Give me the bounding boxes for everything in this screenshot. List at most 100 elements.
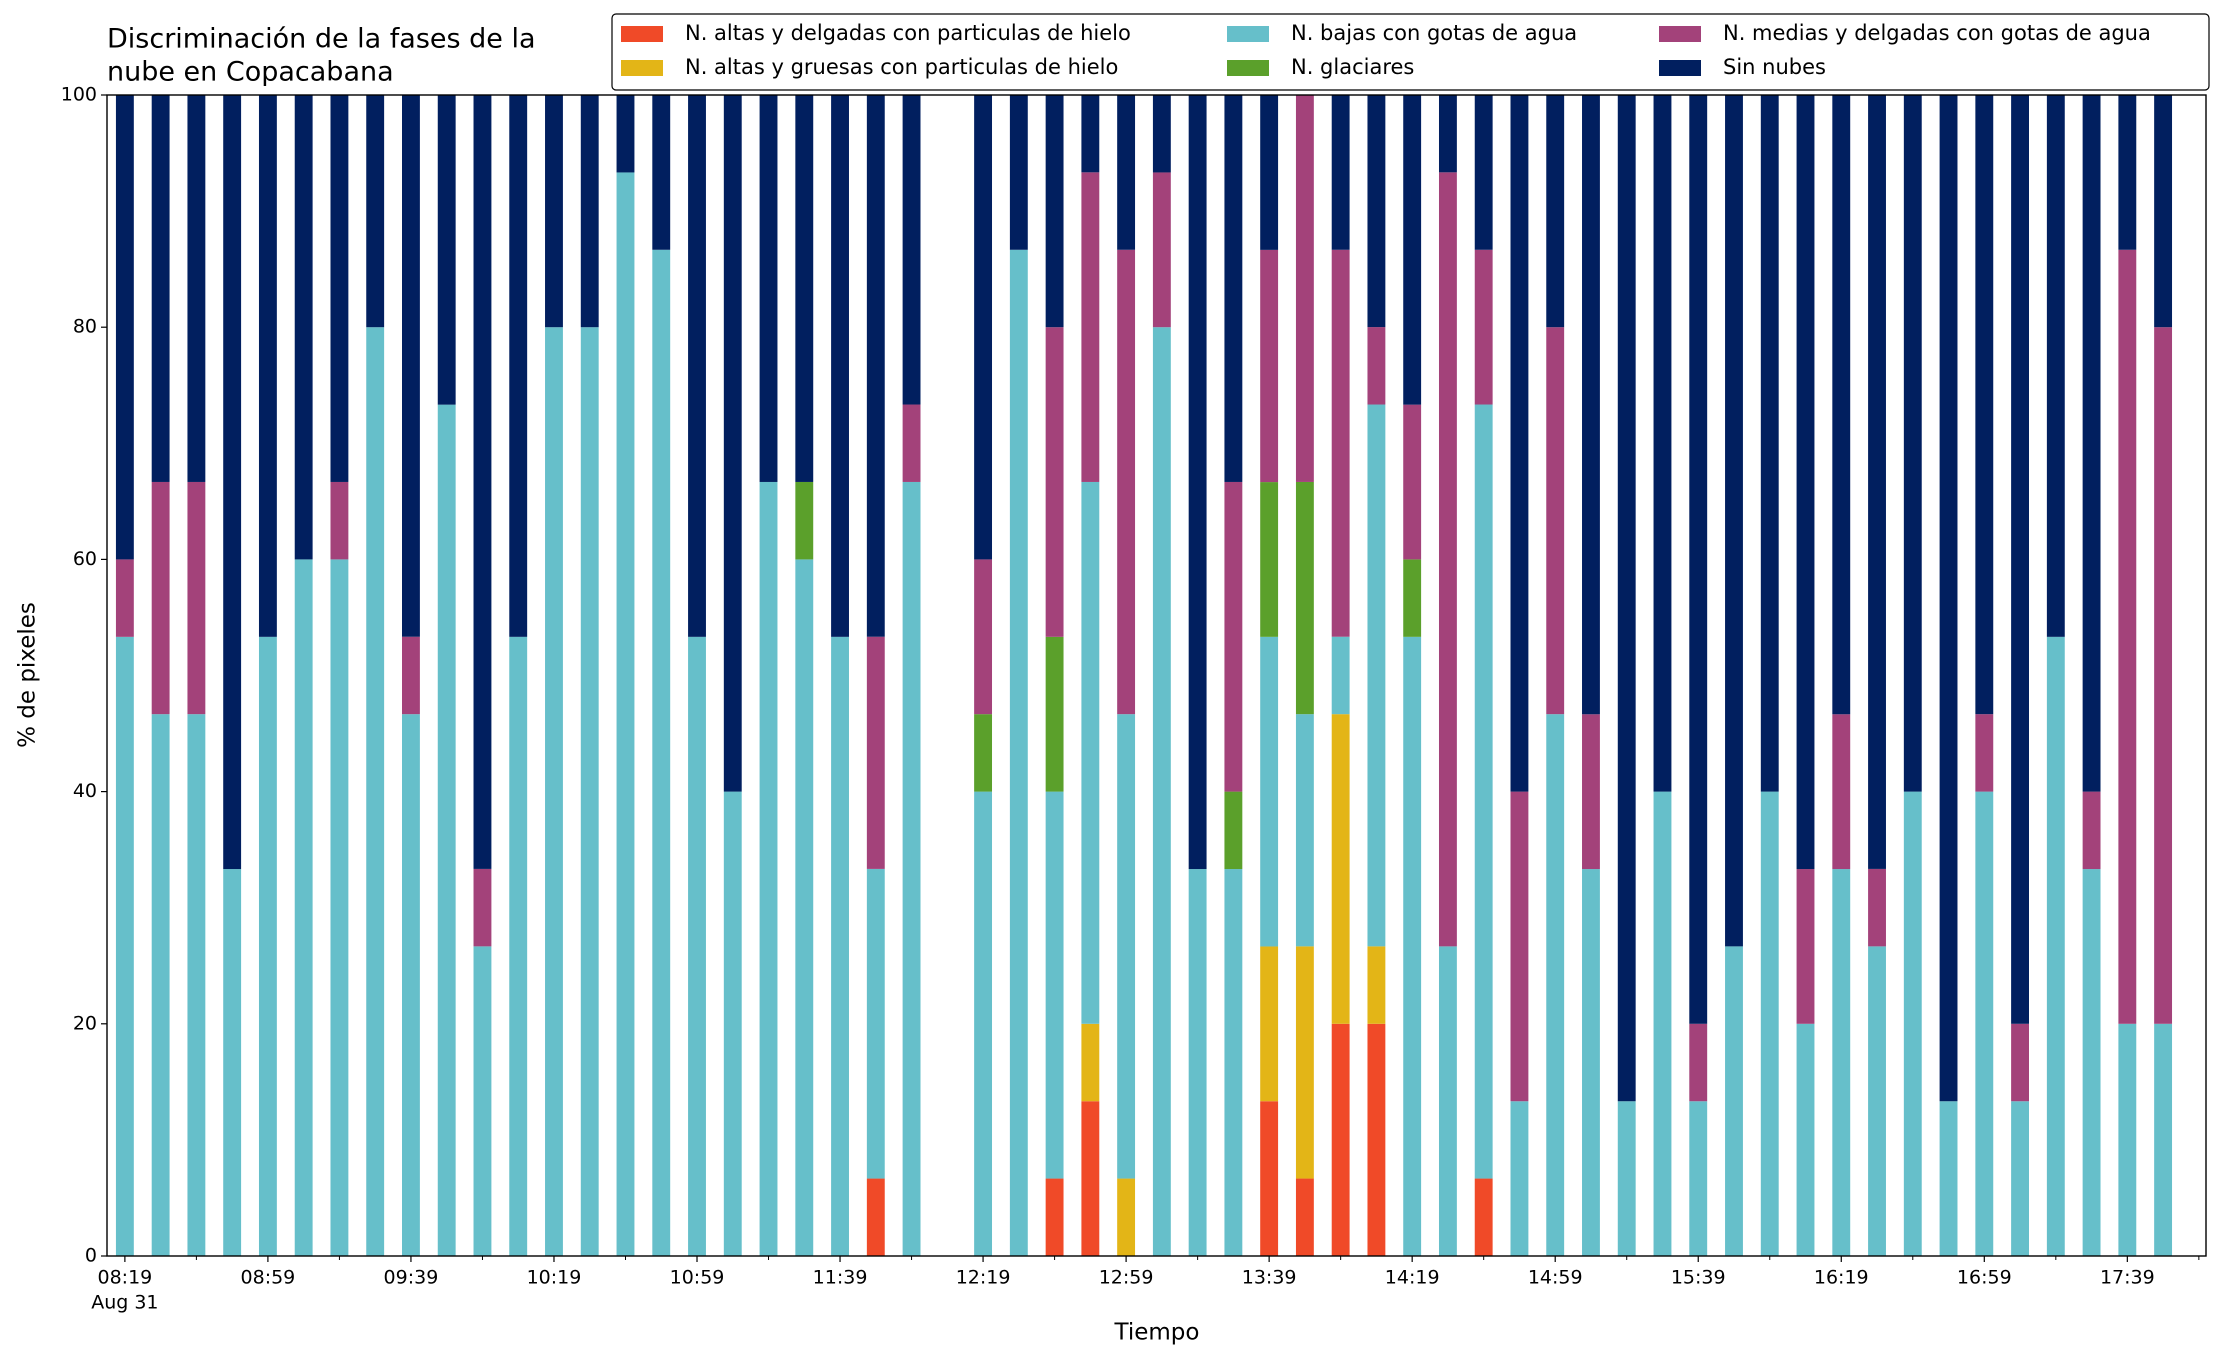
bar-segment [223,95,242,870]
bar-segment [294,559,313,1256]
x-tick-label: 09:39 [384,1267,439,1289]
legend-label: N. altas y gruesas con particulas de hie… [685,55,1118,79]
bar-segment [1868,868,1886,947]
bar-segment [1975,714,1994,792]
bar-segment [1582,869,1600,1256]
bar-segment [187,714,206,1256]
bar-segment [1546,327,1565,715]
bar-segment [2118,1023,2137,1256]
bar-segment [1224,481,1243,792]
bar-segment [1045,1178,1064,1256]
bar-segment [1260,636,1279,947]
bar-segment [115,559,134,637]
x-tick-label: 14:59 [1528,1267,1583,1289]
bar-segment [1546,714,1565,1256]
bar-segment [1403,95,1422,405]
bar-segment [1403,636,1422,1256]
x-tick-label: 10:19 [527,1267,582,1289]
bar-segment [652,249,671,1257]
legend-label: N. bajas con gotas de agua [1291,21,1577,45]
bar-segment [1081,1023,1100,1102]
bar-segment [723,95,742,792]
bar-segment [688,95,706,637]
bar-segment [1689,95,1708,1024]
bar-segment [1295,481,1314,715]
bar-segment [437,404,456,1257]
bar-segment [831,95,849,637]
bar-segment [258,95,277,637]
bar-segment [723,791,742,1256]
bar-segment [1653,791,1672,1256]
bar-segment [2082,869,2101,1256]
bar-segment [1582,95,1600,715]
bar-segment [2046,636,2065,1256]
bar-segment [866,94,885,637]
bar-segment [115,95,134,560]
bar-segment [1832,869,1851,1256]
bar-segment [974,559,993,715]
bar-segment [1510,95,1529,792]
chart-title: Discriminación de la fases de la [107,24,536,55]
y-tick-label: 60 [73,548,97,570]
y-tick-label: 20 [73,1012,97,1034]
bar-segment [1725,946,1743,1256]
bar-segment [1009,249,1028,1257]
bar-segment [1474,249,1493,405]
legend-swatch [1659,26,1701,42]
bar-segment [151,714,170,1256]
bar-segment [1117,249,1136,715]
x-date-label: Aug 31 [91,1292,158,1314]
bar-segment [902,94,921,405]
bar-segment [1474,95,1493,250]
bar-segment [616,172,635,1256]
legend-swatch [621,60,663,76]
bar-segment [1081,94,1100,173]
bar-segment [1796,869,1815,1024]
bar-segment [1152,95,1171,173]
bar-segment [1689,1023,1708,1102]
bar-segment [580,95,599,328]
legend-label: N. medias y delgadas con gotas de agua [1723,21,2151,45]
bar-segment [1832,95,1851,715]
bar-segment [1832,714,1851,870]
legend: N. altas y delgadas con particulas de hi… [611,13,2210,91]
bar-segment [187,95,206,482]
x-axis-label: Tiempo [1114,1320,1200,1346]
bar-segment [545,327,563,1256]
bar-segment [1224,791,1243,870]
bar-segment [1295,946,1314,1179]
bar-segment [1367,946,1386,1024]
bar-segment [1367,1023,1386,1256]
bar-segment [831,636,849,1256]
bar-segment [1260,946,1279,1102]
bar-segment [473,868,492,947]
bar-segment [1045,95,1064,328]
bar-segment [1295,714,1314,947]
bar-segment [2011,95,2029,1024]
bar-segment [1045,791,1064,1179]
legend-label: N. altas y delgadas con particulas de hi… [685,21,1131,45]
bar-segment [151,95,170,482]
chart-title: nube en Copacabana [107,57,394,88]
bar-segment [759,481,778,1256]
bar-segment [151,481,170,715]
legend-label: N. glaciares [1291,55,1414,79]
bar-segment [1903,95,1922,792]
bar-segment [866,868,885,1179]
bar-segment [974,714,993,792]
bar-segment [1260,1101,1279,1256]
bar-segment [1546,95,1565,328]
bar-segment [1224,869,1243,1256]
bar-segment [115,636,134,1256]
bar-segment [473,946,492,1256]
bar-segment [223,869,242,1256]
bar-segment [2011,1101,2029,1256]
bar-segment [1045,636,1064,792]
bar-segment [1617,95,1636,1102]
bar-segment [1367,94,1386,328]
bar-segment [2154,1023,2173,1256]
bar-segment [902,481,921,1256]
bar-segment [866,636,885,869]
bar-segment [974,791,993,1256]
bar-segment [2118,249,2137,1024]
